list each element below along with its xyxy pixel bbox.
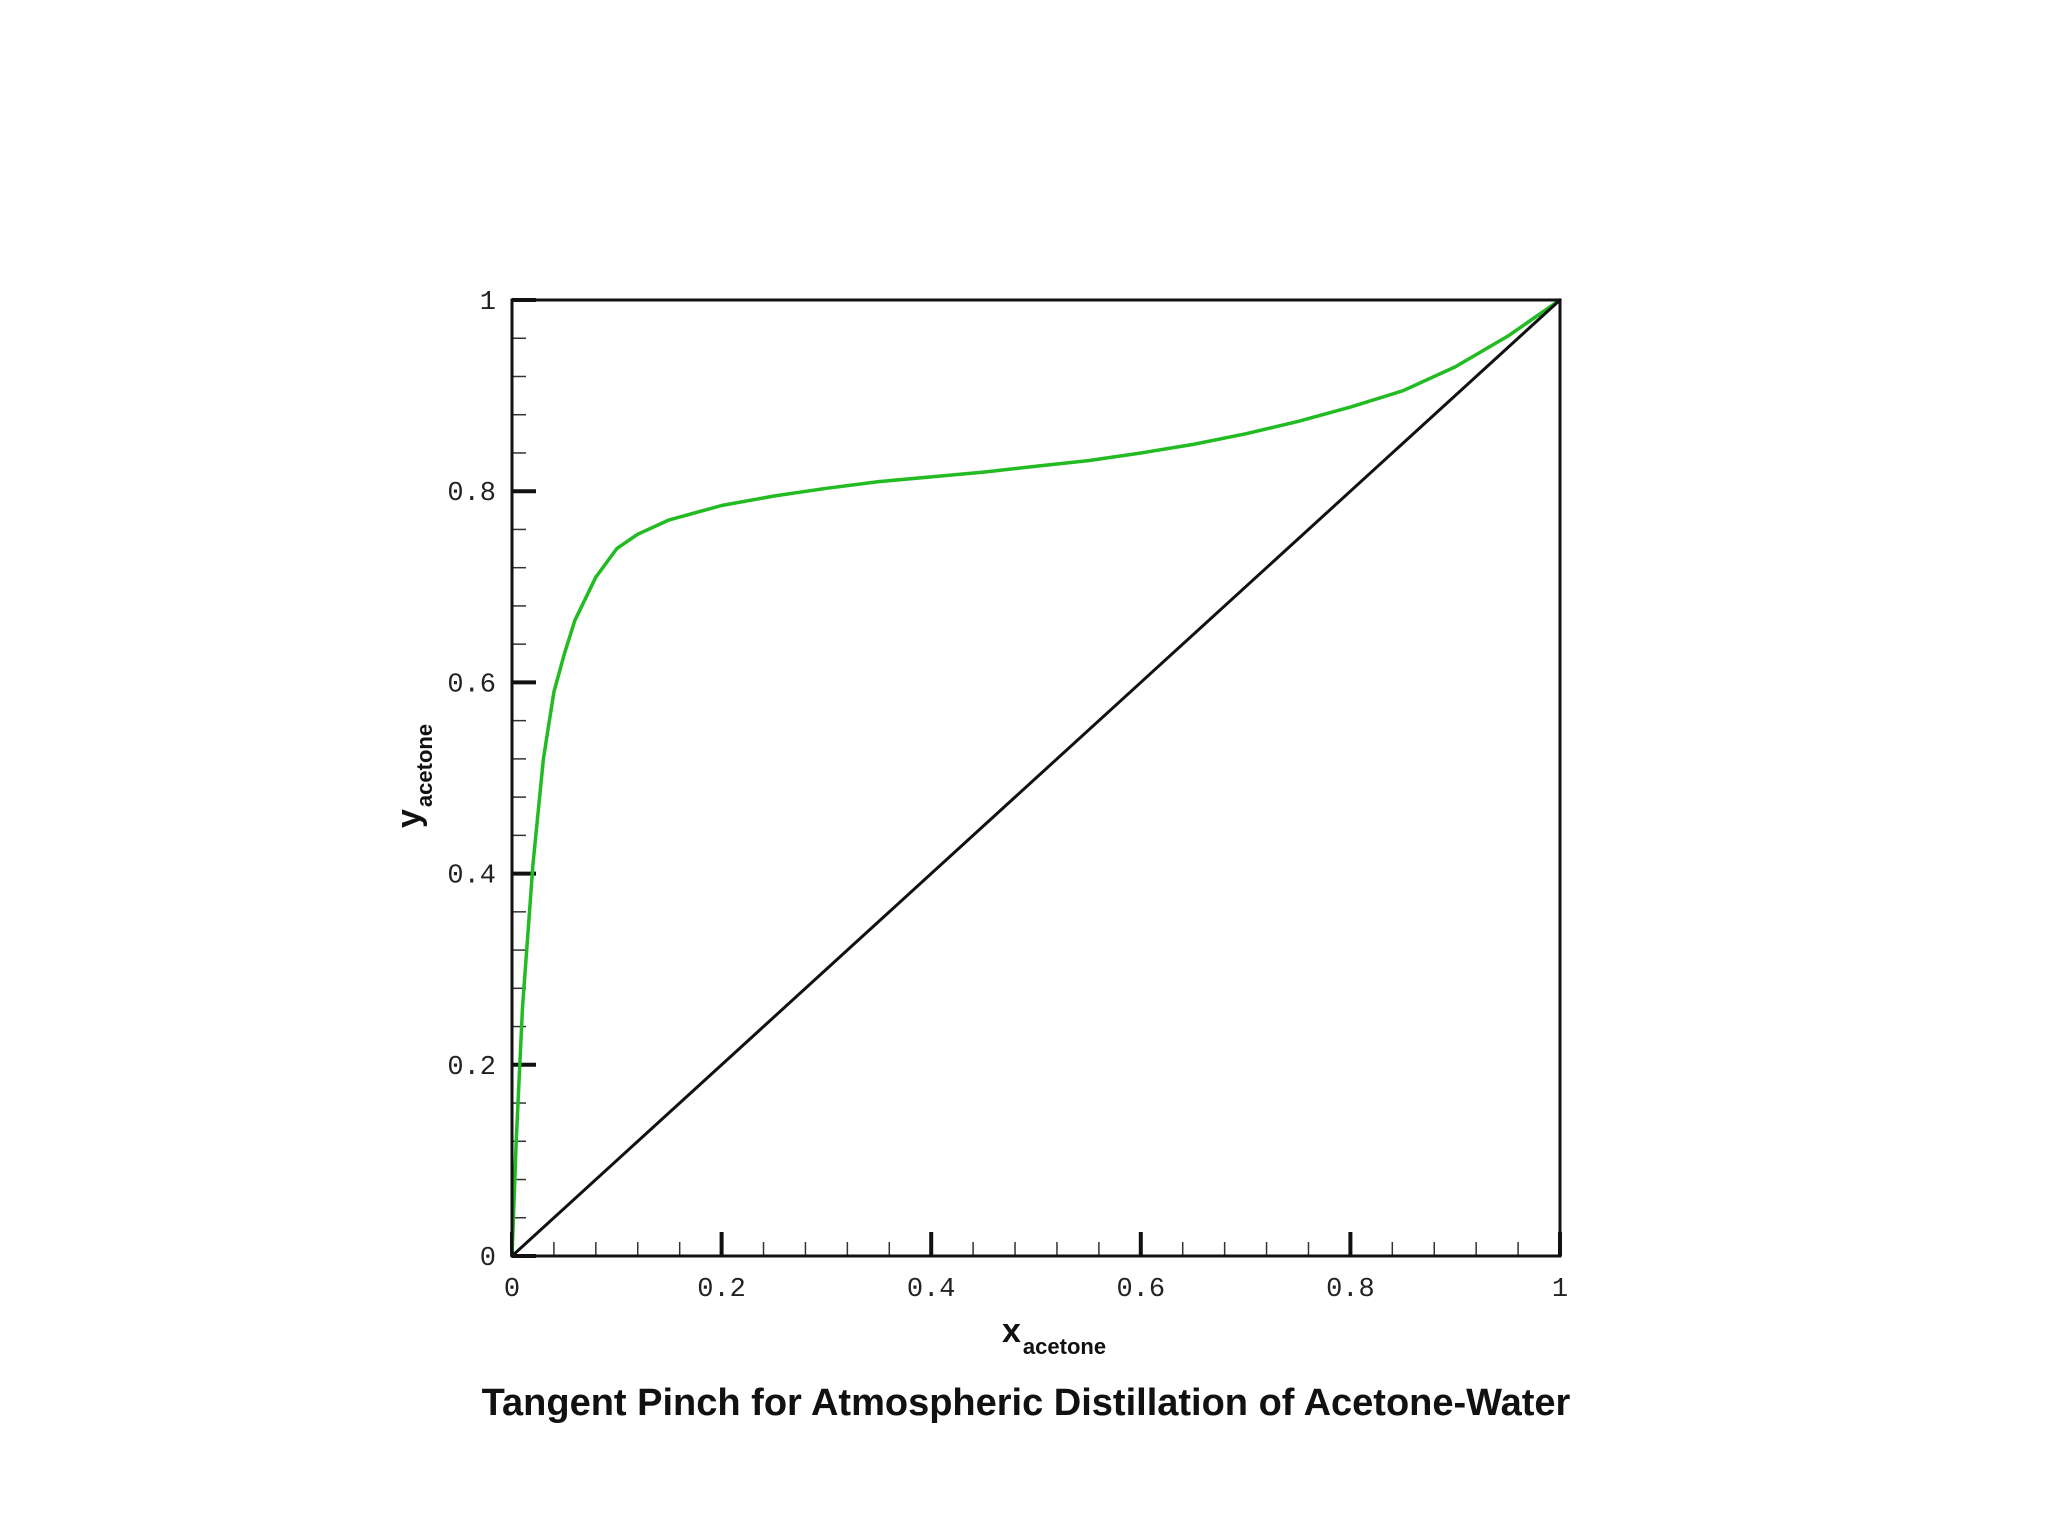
y-tick-label: 0.2 <box>447 1053 496 1083</box>
y-tick-label: 1 <box>480 288 496 318</box>
plot-frame <box>510 298 1562 1258</box>
diagonal-line <box>510 298 1562 1258</box>
x-tick-label: 0.8 <box>1326 1275 1375 1305</box>
x-axis-label-sub: acetone <box>1023 1334 1106 1359</box>
x-tick-label: 0.2 <box>697 1275 746 1305</box>
y-tick-label: 0.4 <box>447 862 496 892</box>
chart-title: Tangent Pinch for Atmospheric Distillati… <box>482 1382 1571 1424</box>
equilibrium-curve <box>510 298 1562 1258</box>
x-tick-label: 1 <box>1552 1275 1568 1305</box>
y-axis-label: y acetone <box>390 724 437 828</box>
x-tick-label: 0.6 <box>1116 1275 1165 1305</box>
y-axis-label-main: y <box>390 809 428 828</box>
y-tick-label: 0.8 <box>447 479 496 509</box>
y-tick-label: 0.6 <box>447 670 496 700</box>
y-axis-label-sub: acetone <box>412 724 437 807</box>
x-axis-label-main: x <box>1002 1312 1021 1350</box>
x-tick-label: 0 <box>504 1275 520 1305</box>
tick-labels: 0 0.2 0.4 0.6 0.8 1 0 0.2 0.4 0.6 0.8 1 <box>447 288 1568 1305</box>
x-tick-label: 0.4 <box>907 1275 956 1305</box>
x-axis-label: xacetone <box>1002 1312 1106 1359</box>
y-tick-label: 0 <box>480 1244 496 1274</box>
plot-lines <box>510 298 1562 1258</box>
